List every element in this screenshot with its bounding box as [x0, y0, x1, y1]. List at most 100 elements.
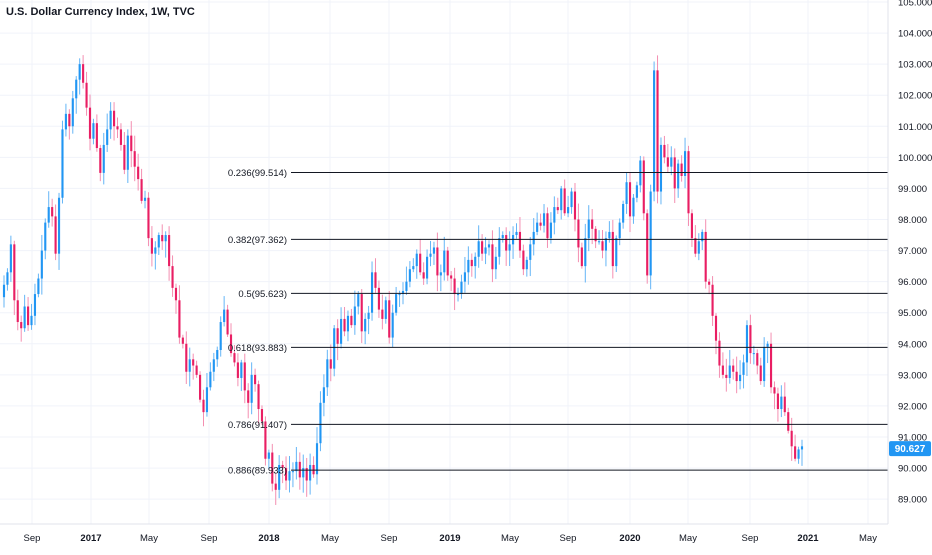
candle-body: [109, 110, 112, 130]
candle: [343, 306, 346, 337]
time-tick-label: Sep: [24, 533, 41, 544]
candle-body: [752, 353, 755, 355]
candle-body: [333, 328, 336, 369]
candle-body: [171, 266, 174, 288]
candle-body: [23, 306, 26, 329]
candle: [336, 319, 339, 361]
price-tick-label: 104.000: [898, 29, 932, 40]
candle-body: [240, 362, 243, 378]
candle-body: [628, 182, 632, 217]
candle: [326, 349, 329, 396]
candle: [395, 286, 398, 316]
candle-body: [381, 309, 384, 319]
candle-body: [773, 387, 776, 394]
candle: [309, 453, 312, 495]
candle-body: [174, 287, 178, 301]
candle: [357, 291, 360, 315]
candle: [683, 137, 687, 189]
candle-body: [508, 244, 511, 251]
candle-body: [756, 353, 759, 366]
candle-body: [456, 294, 460, 296]
candle-body: [718, 340, 721, 366]
candle: [78, 58, 81, 95]
candle-body: [343, 318, 346, 332]
candle: [721, 352, 724, 379]
candle: [257, 380, 260, 424]
candle: [102, 132, 105, 185]
candle: [82, 55, 85, 89]
candle: [790, 417, 793, 461]
candle: [157, 232, 160, 255]
price-tick-label: 96.000: [898, 277, 927, 288]
candle-body: [51, 207, 54, 217]
candle: [391, 304, 394, 348]
candle: [212, 352, 215, 382]
candle: [653, 61, 656, 202]
candle-body: [687, 151, 690, 214]
candle-body: [714, 315, 718, 341]
fib-level-label: 0.382(97.362): [228, 235, 287, 246]
candle: [659, 137, 663, 205]
candle-body: [450, 275, 453, 279]
candle-body: [126, 135, 129, 170]
candle-body: [192, 359, 195, 366]
candle-body: [759, 365, 762, 382]
candle: [185, 331, 188, 384]
candle: [233, 344, 236, 367]
candle: [725, 358, 728, 392]
time-tick-label: May: [679, 533, 697, 544]
candle-body: [367, 312, 370, 319]
candle-body: [577, 219, 580, 248]
time-tick-label: 2019: [439, 533, 460, 544]
candle: [288, 456, 291, 493]
candle: [642, 156, 645, 221]
candle-body: [601, 241, 604, 251]
candle: [6, 268, 9, 291]
candle-body: [181, 337, 184, 344]
candle: [384, 296, 387, 324]
candle-body: [209, 371, 212, 388]
candle-body: [436, 247, 439, 276]
candle-body: [790, 430, 793, 447]
candle: [787, 407, 790, 434]
fib-level-label: 0.886(89.933): [228, 466, 287, 477]
candle-body: [143, 197, 147, 201]
candle: [254, 368, 257, 392]
candle-body: [113, 110, 116, 127]
candle-body: [357, 294, 360, 307]
time-tick-label: 2017: [80, 533, 101, 544]
candle: [192, 353, 195, 380]
time-tick-label: 2018: [258, 533, 279, 544]
candle-body: [312, 464, 315, 475]
candle: [305, 457, 308, 497]
fib-retracement[interactable]: 0.236(99.514) 0.382(97.362) 0.5(95.623) 0.6…: [228, 168, 888, 477]
candle: [450, 271, 453, 292]
candle: [769, 332, 773, 394]
candle-body: [539, 222, 542, 226]
price-axis[interactable]: [888, 0, 932, 550]
candle: [666, 143, 669, 173]
candle: [367, 305, 370, 335]
time-axis[interactable]: [0, 524, 932, 550]
candle-body: [47, 207, 50, 223]
candle-body: [319, 402, 322, 444]
candle-body: [463, 272, 466, 282]
candle-body: [260, 409, 264, 422]
candle: [54, 204, 57, 261]
candle: [374, 258, 377, 293]
candle: [563, 179, 566, 216]
candle-body: [6, 272, 9, 285]
price-tick-label: 98.000: [898, 215, 927, 226]
candle-body: [769, 343, 773, 388]
candle: [315, 427, 319, 485]
candle: [178, 285, 181, 344]
candle: [573, 183, 577, 232]
candle: [188, 347, 191, 387]
candle-body: [742, 362, 745, 375]
candle-body: [291, 471, 294, 473]
candle: [628, 172, 632, 233]
candle: [611, 219, 614, 279]
candle: [477, 225, 480, 268]
